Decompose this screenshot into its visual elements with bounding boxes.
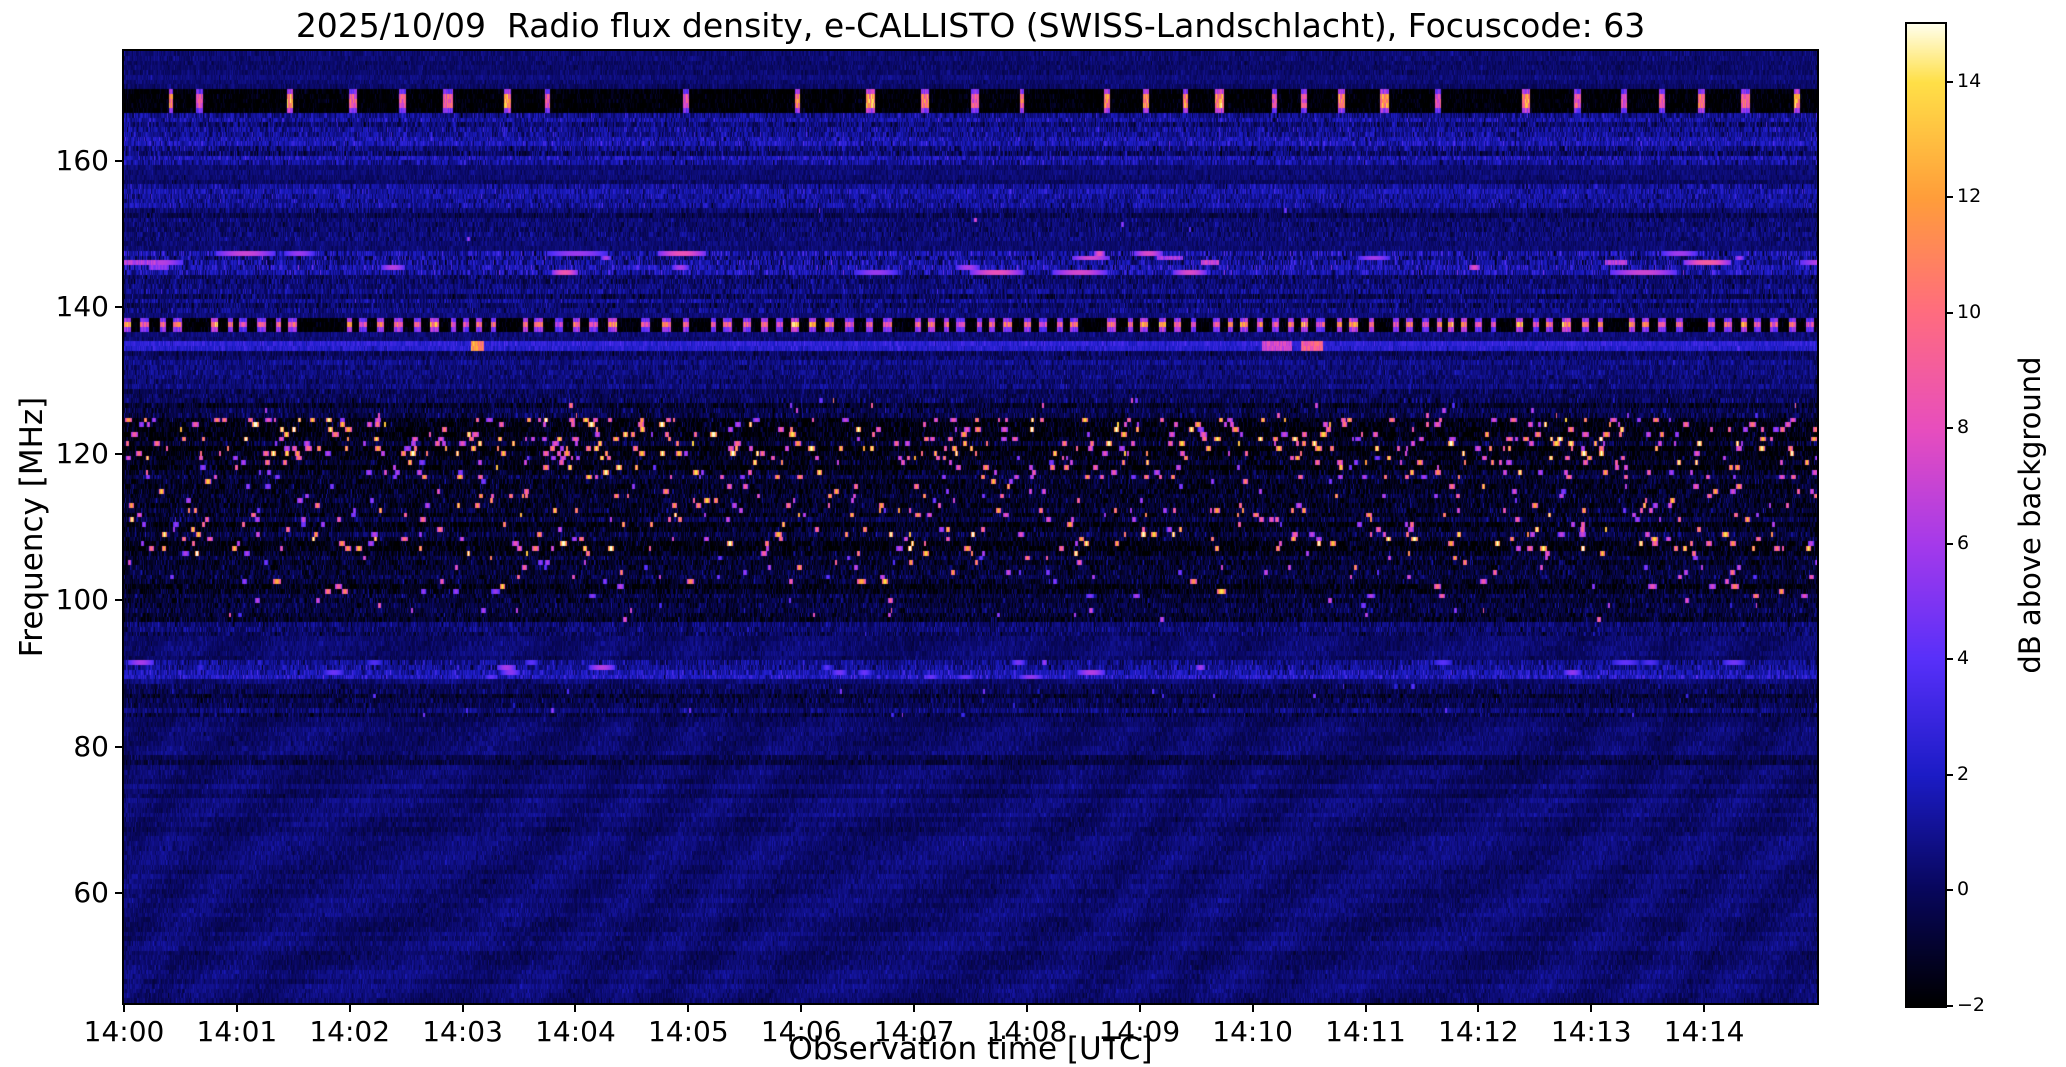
x-tick-mark [235,1003,238,1012]
colorbar-tick-mark [1945,311,1953,314]
colorbar-tick-label: 2 [1957,762,1970,785]
y-tick-label: 60 [73,876,109,910]
y-tick-label: 120 [55,436,109,470]
y-tick-mark [115,159,124,162]
colorbar-tick-label: 6 [1957,531,1970,554]
x-tick-mark [1703,1003,1706,1012]
x-axis-label: Observation time [UTC] [788,1031,1153,1067]
colorbar-tick-label: 0 [1957,878,1970,901]
x-tick-label: 14:09 [1099,1015,1181,1048]
x-tick-label: 14:03 [422,1015,503,1048]
colorbar-tick-mark [1945,658,1953,661]
y-tick-mark [115,306,124,309]
x-tick-label: 14:06 [760,1015,842,1048]
x-tick-mark [1364,1003,1367,1012]
colorbar-tick-mark [1945,196,1953,199]
y-tick-label: 80 [73,729,109,763]
x-tick-mark [1025,1003,1028,1012]
colorbar-tick-label: 8 [1957,416,1970,439]
x-tick-mark [348,1003,351,1012]
x-tick-label: 14:04 [535,1015,616,1048]
y-tick-mark [115,745,124,748]
y-tick-label: 160 [55,143,109,177]
colorbar-tick-label: 12 [1957,185,1982,208]
y-tick-label: 140 [55,290,109,324]
colorbar-tick-mark [1945,773,1953,776]
x-tick-mark [1251,1003,1254,1012]
x-tick-label: 14:01 [196,1015,278,1048]
colorbar-frame [1905,22,1947,1008]
colorbar-label: dB above background [2013,356,2047,674]
colorbar-tick-mark [1945,1005,1953,1007]
x-tick-label: 14:00 [83,1015,165,1048]
colorbar-tick-label: 10 [1957,300,1982,323]
x-tick-label: 14:13 [1550,1015,1632,1048]
y-tick-label: 100 [55,583,109,617]
x-tick-label: 14:12 [1438,1015,1519,1048]
plot-frame [122,49,1819,1005]
x-tick-label: 14:05 [647,1015,729,1048]
x-tick-mark [1138,1003,1141,1012]
x-tick-label: 14:11 [1325,1015,1406,1048]
x-tick-label: 14:14 [1663,1015,1745,1048]
y-tick-mark [115,599,124,602]
colorbar-tick-mark [1945,542,1953,545]
x-tick-label: 14:02 [309,1015,391,1048]
y-tick-mark [115,452,124,455]
spectrogram-heatmap [124,51,1817,1003]
colorbar-tick-label: 14 [1957,69,1982,92]
x-tick-label: 14:07 [873,1015,955,1048]
x-tick-mark [913,1003,916,1012]
x-tick-label: 14:10 [1212,1015,1293,1048]
x-tick-mark [1590,1003,1593,1012]
x-tick-mark [123,1003,125,1012]
x-tick-label: 14:08 [986,1015,1068,1048]
x-tick-mark [574,1003,577,1012]
colorbar-tick-mark [1945,427,1953,430]
colorbar-tick-label: −2 [1957,994,1986,1016]
x-tick-mark [1477,1003,1480,1012]
y-tick-mark [115,892,124,895]
colorbar-tick-mark [1945,889,1953,892]
colorbar-tick-mark [1945,80,1953,83]
x-tick-mark [461,1003,464,1012]
colorbar-gradient [1907,24,1945,1006]
x-tick-mark [800,1003,803,1012]
x-tick-mark [687,1003,690,1012]
colorbar-tick-label: 4 [1957,647,1970,670]
chart-title: 2025/10/09 Radio flux density, e-CALLIST… [295,6,1646,45]
